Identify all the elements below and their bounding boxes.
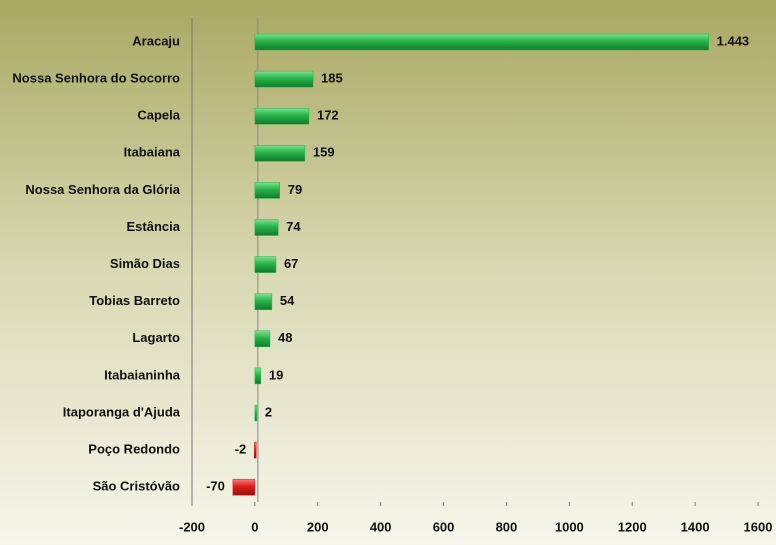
x-tick-label: 400 (370, 519, 392, 534)
value-label: 79 (288, 182, 302, 197)
value-label: 67 (284, 256, 298, 271)
y-tick-label: São Cristóvão (93, 479, 180, 494)
bar (254, 293, 273, 310)
y-tick-label: Estância (127, 219, 181, 234)
value-label: 54 (280, 293, 295, 308)
value-label: 74 (286, 219, 301, 234)
bar (254, 441, 257, 459)
y-tick-label: Nossa Senhora do Socorro (12, 71, 180, 86)
y-tick-label: Simão Dias (110, 256, 180, 271)
y-tick-label: Tobias Barreto (89, 293, 180, 308)
y-tick-label: Itabaianinha (104, 367, 181, 382)
x-tick-label: 1200 (618, 519, 647, 534)
bar (232, 478, 256, 496)
x-tick-label: 1600 (744, 519, 773, 534)
y-tick-label: Capela (137, 108, 180, 123)
x-tick-label: 600 (433, 519, 455, 534)
x-tick-label: 200 (307, 519, 329, 534)
bar (254, 33, 709, 51)
value-label: 48 (278, 330, 292, 345)
y-tick-label: Lagarto (132, 330, 180, 345)
bar (254, 367, 262, 385)
value-label: -2 (235, 442, 247, 457)
value-label: -70 (206, 479, 225, 494)
bar (254, 70, 314, 88)
value-label: 1.443 (717, 33, 750, 48)
bar (254, 330, 271, 348)
y-tick-label: Aracaju (132, 33, 180, 48)
bar (254, 182, 280, 199)
x-tick-label: -200 (179, 519, 205, 534)
bar (254, 219, 279, 236)
value-label: 2 (265, 404, 272, 419)
bar (254, 107, 310, 125)
y-tick-label: Poço Redondo (88, 442, 180, 457)
bar (254, 256, 277, 273)
y-tick-label: Itabaiana (124, 145, 181, 160)
y-tick-label: Itaporanga d'Ajuda (63, 404, 181, 419)
y-tick-label: Nossa Senhora da Glória (25, 182, 180, 197)
value-label: 19 (269, 367, 283, 382)
bar (254, 404, 258, 422)
x-tick-label: 1400 (681, 519, 710, 534)
x-tick-label: 0 (251, 519, 258, 534)
value-label: 185 (321, 71, 343, 86)
x-tick-label: 1000 (555, 519, 584, 534)
value-label: 172 (317, 108, 339, 123)
x-tick-label: 800 (496, 519, 518, 534)
bar (254, 145, 306, 162)
value-label: 159 (313, 145, 335, 160)
